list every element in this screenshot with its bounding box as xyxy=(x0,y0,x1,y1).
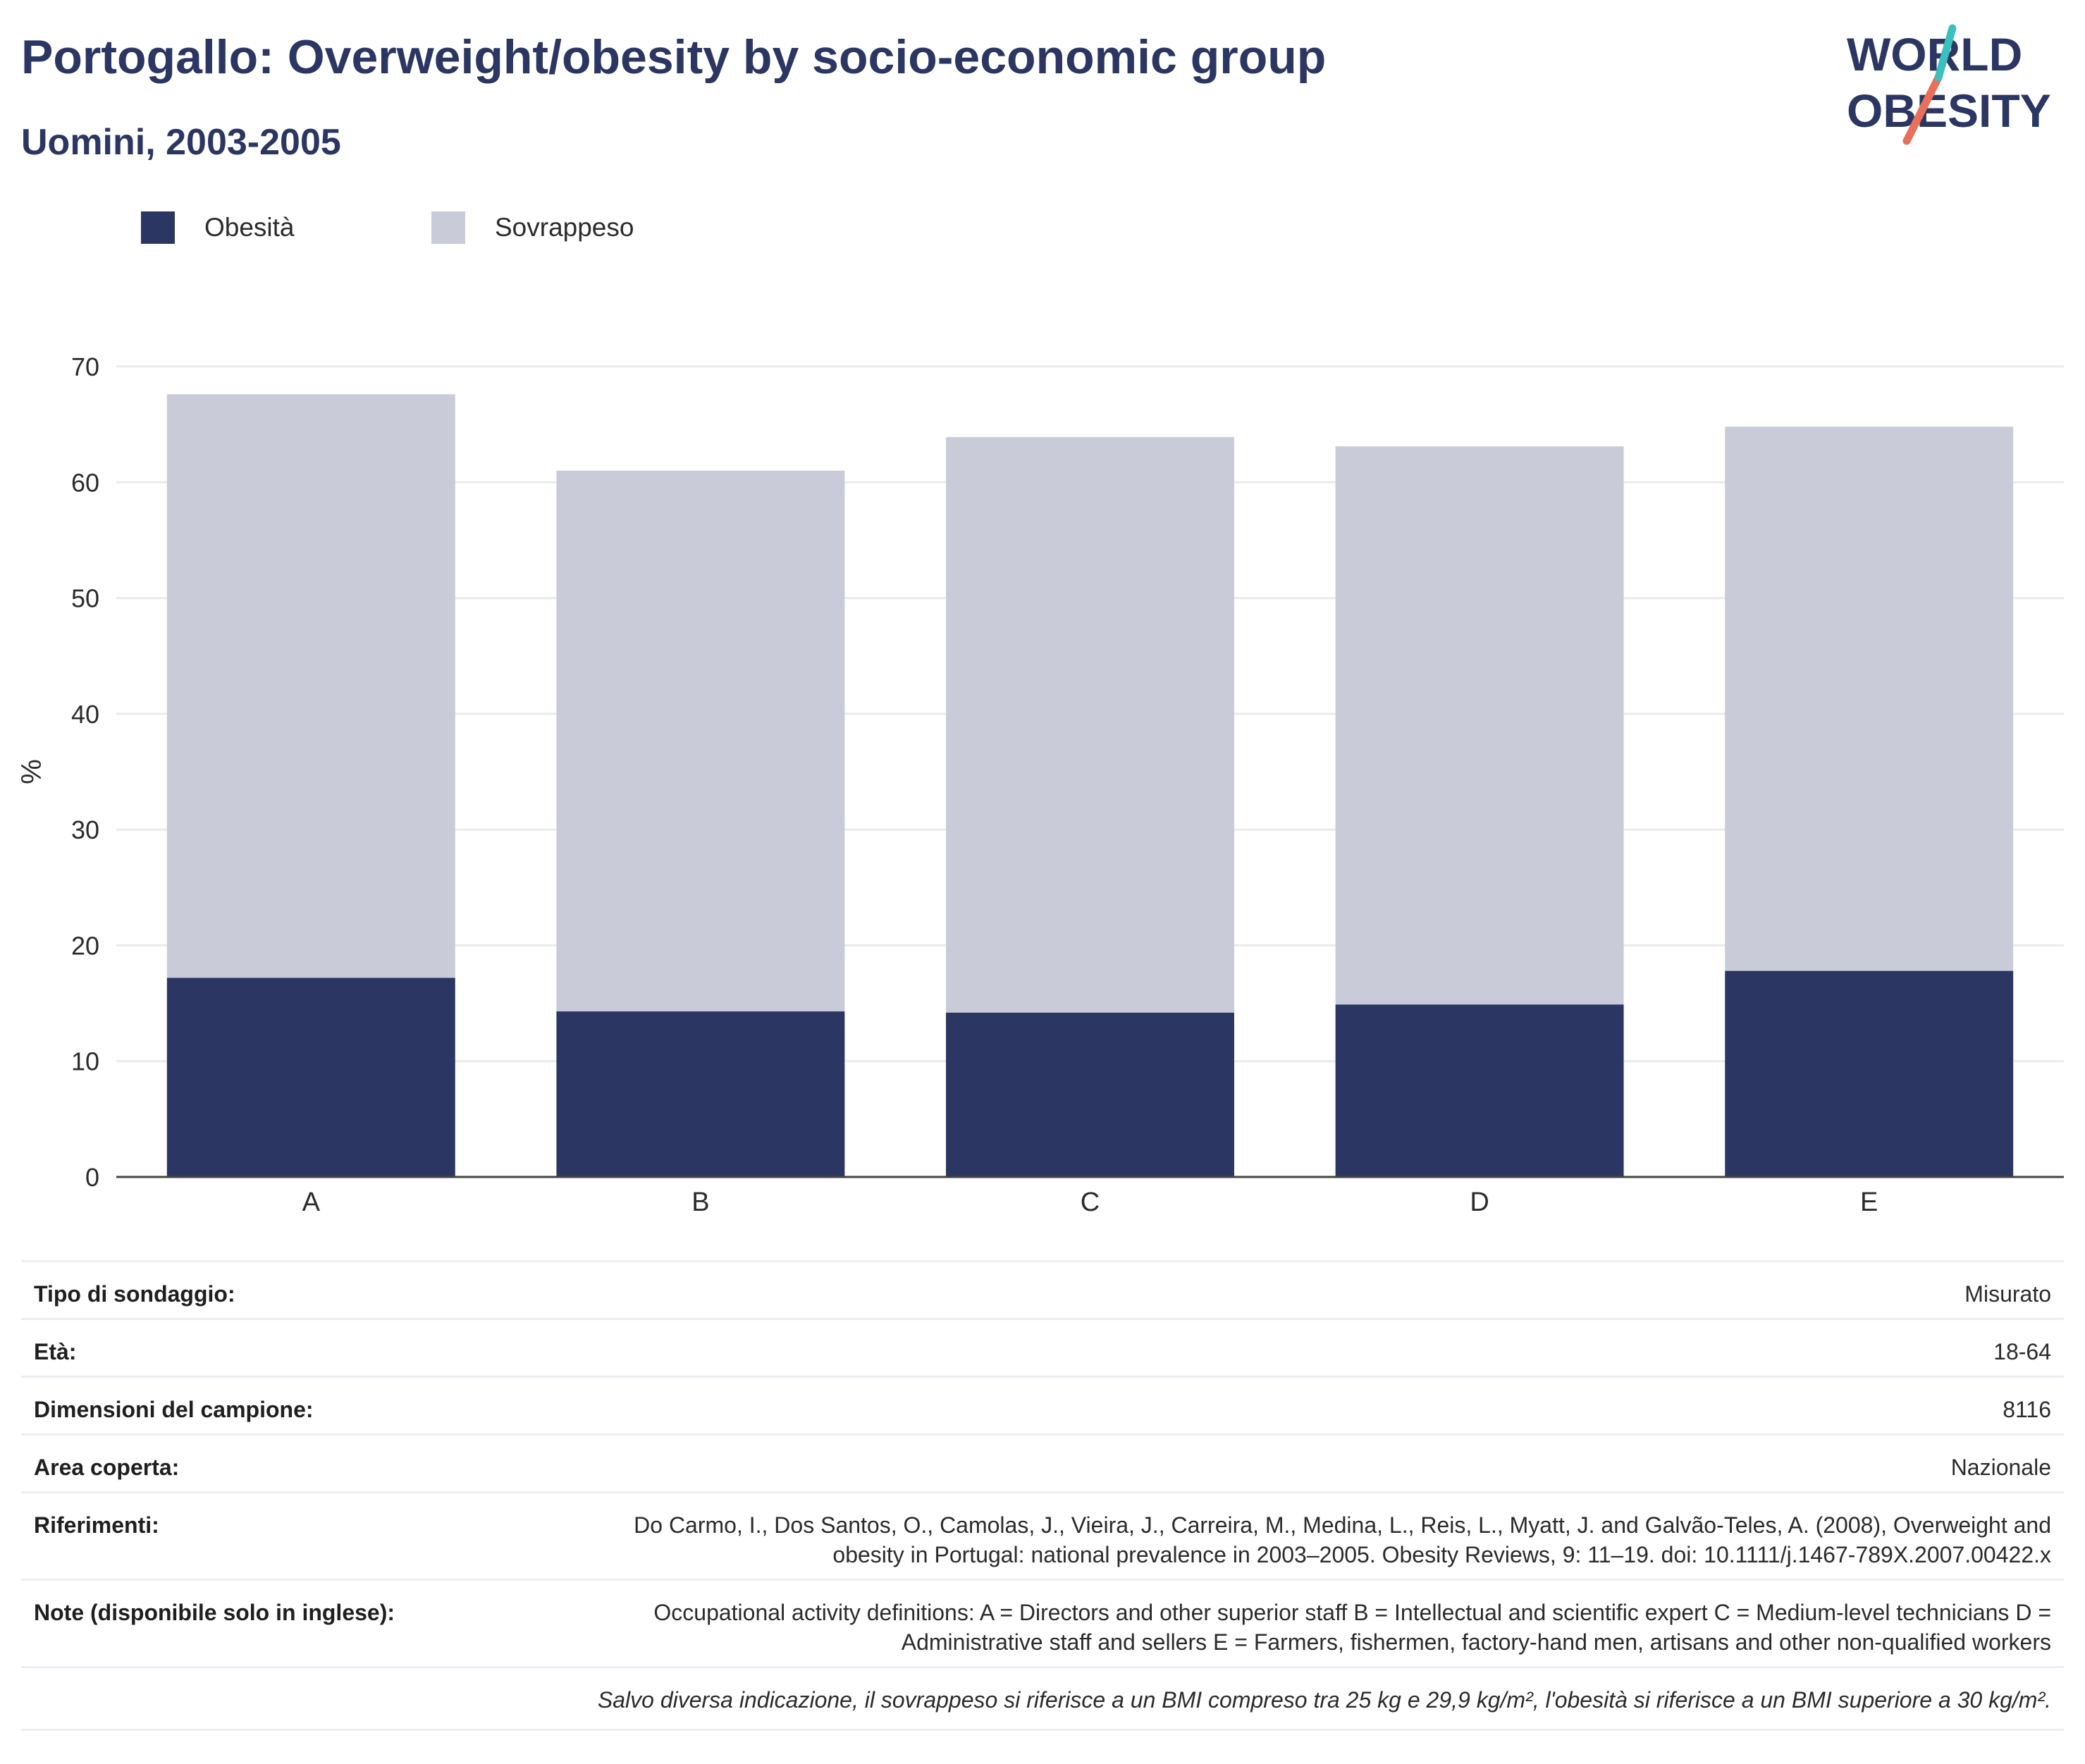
x-tick-label: D xyxy=(1470,1188,1489,1217)
metadata-table: Tipo di sondaggio: Misurato Età: 18-64 D… xyxy=(21,1260,2064,1731)
y-tick-label: 30 xyxy=(71,815,99,844)
logo-line2: OBESITY xyxy=(1847,85,2051,137)
x-tick-label: E xyxy=(1860,1188,1878,1217)
meta-value: Occupational activity definitions: A = D… xyxy=(653,1600,2051,1655)
logo-line1: WORLD xyxy=(1847,28,2022,80)
x-tick-label: B xyxy=(691,1188,709,1217)
bar-obesita-d xyxy=(1335,1004,1624,1177)
meta-value: Misurato xyxy=(1964,1281,2051,1307)
meta-label: Dimensioni del campione: xyxy=(34,1397,314,1422)
chart-subtitle: Uomini, 2003-2005 xyxy=(21,122,341,163)
bar-obesita-b xyxy=(556,1011,845,1177)
meta-label: Note (disponibile solo in inglese): xyxy=(34,1600,395,1625)
bar-sovrappeso-c xyxy=(946,437,1234,1013)
y-tick-label: 70 xyxy=(71,352,99,381)
bar-obesita-c xyxy=(946,1012,1234,1177)
meta-value: 8116 xyxy=(2003,1397,2051,1422)
meta-row-age: Età: 18-64 xyxy=(21,1320,2064,1378)
y-tick-label: 40 xyxy=(71,700,99,729)
bar-sovrappeso-a xyxy=(166,394,455,978)
meta-value: Do Carmo, I., Dos Santos, O., Camolas, J… xyxy=(634,1512,2051,1567)
logo-slash-coral xyxy=(1902,73,1943,145)
legend-swatch-obesita xyxy=(141,211,175,244)
legend-label-sovrappeso: Sovrappeso xyxy=(495,213,634,242)
meta-label: Area coperta: xyxy=(34,1455,180,1480)
meta-value: Nazionale xyxy=(1950,1455,2051,1480)
meta-row-area: Area coperta: Nazionale xyxy=(21,1436,2064,1493)
y-tick-label: 10 xyxy=(71,1047,99,1076)
meta-value: 18-64 xyxy=(1993,1339,2051,1364)
legend-label-obesita: Obesità xyxy=(204,213,295,242)
bar-sovrappeso-b xyxy=(556,470,845,1012)
y-tick-label: 60 xyxy=(71,468,99,497)
x-tick-label: A xyxy=(302,1188,321,1217)
meta-row-references: Riferimenti: Do Carmo, I., Dos Santos, O… xyxy=(21,1493,2064,1581)
bar-obesita-a xyxy=(166,977,455,1177)
x-tick-label: C xyxy=(1081,1188,1100,1217)
meta-label: Età: xyxy=(34,1339,77,1364)
meta-row-notes: Note (disponibile solo in inglese): Occu… xyxy=(21,1581,2064,1668)
stacked-bar-chart: 0 10 20 30 40 50 60 70% A B C D E xyxy=(16,352,2064,1217)
meta-label: Tipo di sondaggio: xyxy=(34,1281,235,1307)
meta-row-sample-size: Dimensioni del campione: 8116 xyxy=(21,1378,2064,1436)
chart-title: Portogallo: Overweight/obesity by socio-… xyxy=(21,30,1327,84)
meta-footnote: Salvo diversa indicazione, il sovrappeso… xyxy=(21,1668,2064,1731)
y-tick-label: 0 xyxy=(85,1163,99,1192)
meta-label: Riferimenti: xyxy=(34,1512,159,1538)
y-tick-label: 20 xyxy=(71,931,99,960)
meta-row-survey-type: Tipo di sondaggio: Misurato xyxy=(21,1262,2064,1320)
bar-sovrappeso-d xyxy=(1335,446,1624,1005)
legend-swatch-sovrappeso xyxy=(431,211,465,244)
logo-slash-teal xyxy=(1934,24,1957,82)
bar-obesita-e xyxy=(1725,970,2014,1177)
world-obesity-logo: WORLD OBESITY xyxy=(1847,24,2051,145)
y-tick-label: 50 xyxy=(71,584,99,613)
bar-sovrappeso-e xyxy=(1725,426,2014,971)
y-axis-label: % xyxy=(16,759,47,784)
